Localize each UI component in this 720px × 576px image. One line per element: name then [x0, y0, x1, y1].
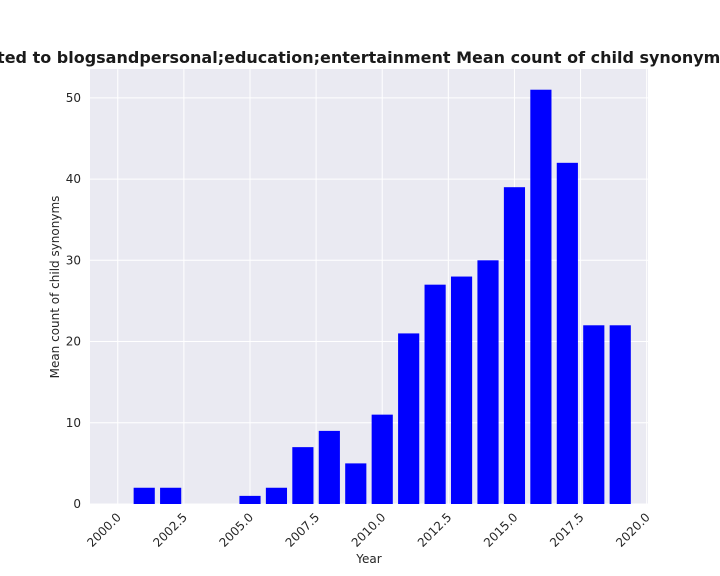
bar [345, 463, 367, 504]
y-tick-label: 30 [66, 253, 81, 267]
plot-area [90, 69, 648, 504]
bar [424, 284, 446, 504]
y-tick-label: 20 [66, 335, 81, 349]
y-tick-label: 40 [66, 172, 81, 186]
bar [583, 325, 605, 504]
x-tick-label: 2020.0 [613, 510, 653, 550]
x-tick-label: 2012.5 [415, 510, 455, 550]
bar [450, 276, 473, 504]
bar [265, 487, 288, 504]
bars [133, 89, 631, 504]
x-tick-label: 2005.0 [217, 510, 257, 550]
x-tick-label: 2015.0 [481, 510, 521, 550]
bar [133, 487, 155, 504]
x-tick-label: 2002.5 [150, 510, 190, 550]
bar [477, 260, 499, 504]
grid [90, 69, 648, 505]
x-tick-label: 2000.0 [84, 510, 124, 550]
x-tick-label: 2017.5 [547, 510, 587, 550]
bar [292, 447, 314, 504]
x-tick-label: 2007.5 [283, 510, 323, 550]
y-axis-label: Mean count of child synonyms [48, 196, 62, 379]
bar [609, 325, 631, 504]
bar [398, 333, 420, 504]
bar [239, 495, 261, 504]
bar [530, 89, 552, 504]
y-tick-label: 0 [73, 497, 81, 511]
y-tick-label: 10 [66, 416, 81, 430]
x-tick-label: 2010.0 [349, 510, 389, 550]
bar [503, 187, 526, 504]
bar [371, 414, 393, 504]
x-axis-label: Year [355, 552, 381, 566]
bar [556, 162, 578, 504]
y-tick-label: 50 [66, 91, 81, 105]
bar [160, 487, 182, 504]
chart-title: are related to blogsandpersonal;educatio… [0, 48, 720, 67]
bar [318, 430, 340, 504]
